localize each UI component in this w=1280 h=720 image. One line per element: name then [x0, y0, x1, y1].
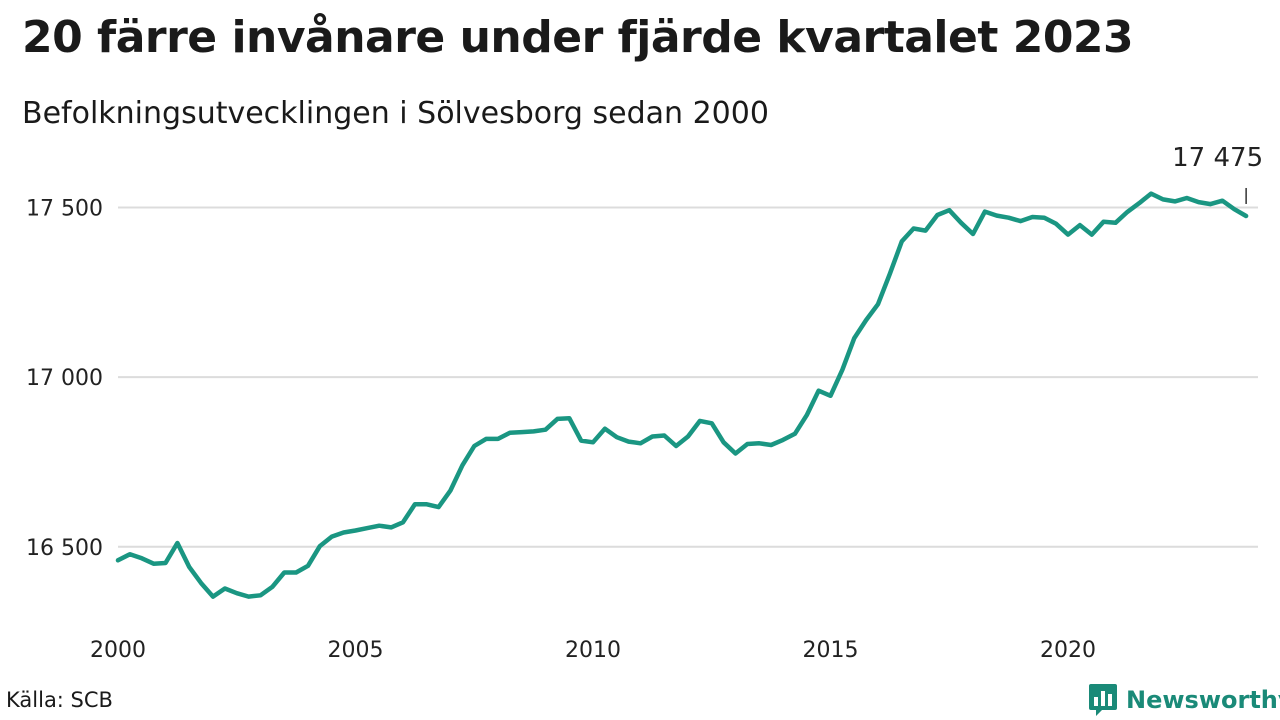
- source-label: Källa: SCB: [6, 688, 113, 712]
- y-tick-label: 17 500: [26, 196, 103, 221]
- x-axis-labels: 2000 2005 2010 2015 2020: [90, 638, 1096, 663]
- population-line: [115, 191, 1249, 599]
- bar-chart-speech-bubble-icon: [1089, 684, 1117, 716]
- y-axis-labels: 16 500 17 000 17 500: [26, 196, 103, 560]
- x-tick-label: 2000: [90, 638, 146, 663]
- x-tick-label: 2020: [1040, 638, 1096, 663]
- x-tick-label: 2005: [328, 638, 384, 663]
- brand-logo[interactable]: Newsworthy: [1088, 683, 1280, 717]
- brand-name: Newsworthy: [1126, 686, 1280, 714]
- chart-title: 20 färre invånare under fjärde kvartalet…: [22, 12, 1134, 63]
- last-value-label: 17 475: [1172, 143, 1263, 173]
- x-tick-label: 2015: [803, 638, 859, 663]
- gridlines: [118, 206, 1258, 548]
- x-tick-label: 2010: [565, 638, 621, 663]
- y-tick-label: 17 000: [26, 366, 103, 391]
- y-tick-label: 16 500: [26, 536, 103, 561]
- chart-subtitle: Befolkningsutvecklingen i Sölvesborg sed…: [22, 96, 769, 131]
